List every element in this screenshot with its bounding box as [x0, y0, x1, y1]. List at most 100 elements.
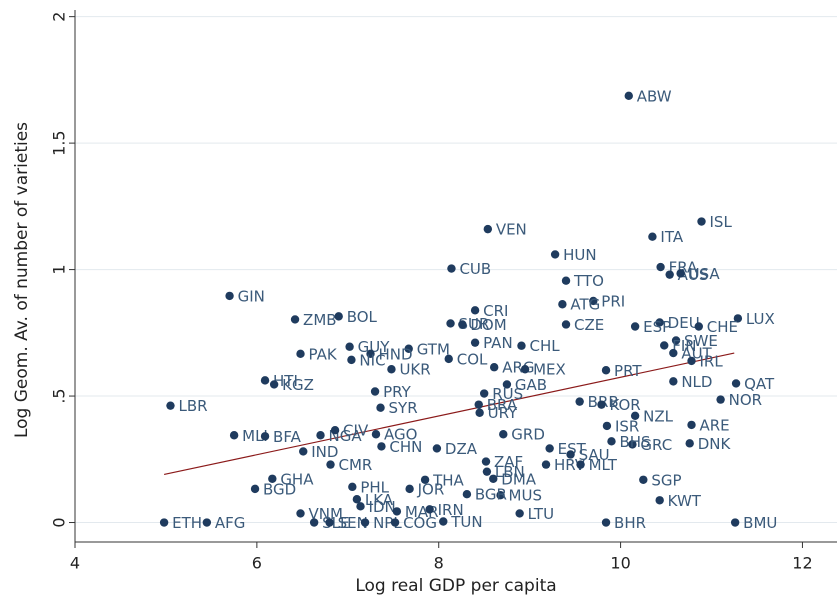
point-label: IND — [311, 443, 338, 461]
point — [541, 460, 551, 469]
point — [420, 475, 430, 484]
point — [458, 320, 467, 329]
point-label: GIN — [238, 287, 265, 305]
point — [390, 518, 400, 527]
point-label: DMA — [501, 470, 536, 488]
point — [676, 269, 685, 278]
point-label: LUX — [746, 310, 775, 328]
y-tick-label: 1.5 — [50, 130, 69, 155]
point-label: CZE — [574, 316, 604, 334]
point-label: SWE — [684, 332, 718, 350]
fit-line — [163, 352, 735, 476]
point — [630, 322, 640, 331]
point — [352, 495, 362, 504]
point-label: NLD — [681, 373, 712, 391]
point — [602, 421, 612, 431]
point-label: ATG — [570, 296, 600, 314]
point — [520, 365, 530, 374]
point — [470, 306, 480, 315]
point — [685, 439, 694, 448]
point-label: IRN — [438, 501, 464, 519]
point-label: VEN — [496, 221, 527, 239]
point — [326, 460, 335, 469]
point — [671, 336, 681, 345]
x-tick-label: 10 — [610, 554, 630, 573]
point — [296, 509, 305, 518]
point — [550, 250, 560, 259]
point-label: DNK — [698, 435, 732, 453]
point — [250, 484, 260, 494]
y-tick-label: 2 — [50, 12, 69, 22]
point — [371, 430, 381, 439]
point — [656, 262, 665, 272]
point-label: ARE — [700, 416, 730, 434]
point — [225, 291, 234, 301]
point-label: SEN — [338, 514, 368, 532]
point-label: CHE — [707, 318, 738, 336]
point — [731, 379, 741, 388]
point — [481, 457, 491, 466]
point-label: FRA — [669, 259, 698, 277]
point — [669, 377, 678, 386]
point — [316, 431, 325, 440]
point-label: PRT — [614, 362, 642, 380]
point — [561, 276, 571, 285]
point-label: AGO — [384, 426, 417, 444]
point-label: HRV — [554, 456, 586, 474]
y-tick-label: 0 — [50, 517, 69, 527]
point — [482, 467, 492, 476]
point-label: GRD — [511, 426, 545, 444]
point-label: CUB — [459, 260, 491, 278]
point — [601, 518, 611, 527]
x-tick-label: 4 — [70, 554, 80, 573]
point — [474, 400, 483, 409]
point-label: LKA — [365, 491, 394, 509]
point-label: IRL — [700, 352, 724, 370]
point — [269, 380, 279, 389]
point — [660, 341, 669, 350]
point-label: BHS — [619, 433, 650, 451]
point-label: BFA — [273, 428, 302, 446]
point-label: NZL — [643, 407, 673, 425]
point — [483, 224, 493, 234]
point-label: COG — [403, 514, 437, 532]
point-label: QAT — [744, 375, 775, 393]
point — [166, 401, 175, 410]
point — [489, 363, 499, 372]
point-label: BHR — [614, 514, 646, 532]
point-label: PAK — [309, 345, 338, 363]
point — [405, 484, 414, 494]
point-label: PRI — [601, 292, 625, 310]
y-axis-title: Log Geom. Av. of number of varieties — [12, 122, 32, 438]
point-label: ISR — [615, 417, 639, 435]
point — [687, 420, 696, 430]
point — [575, 397, 584, 406]
point — [370, 387, 380, 396]
point — [446, 319, 455, 328]
point — [515, 509, 524, 518]
point — [392, 507, 402, 516]
point — [356, 502, 365, 511]
point — [347, 355, 356, 365]
point — [628, 440, 637, 449]
point-label: CHL — [529, 337, 560, 355]
point — [345, 342, 354, 351]
point-label: UKR — [399, 361, 430, 379]
point-label: THA — [432, 471, 464, 489]
point-label: CIV — [343, 422, 369, 440]
point — [545, 444, 554, 453]
point-label: FIN — [672, 337, 696, 355]
point — [475, 408, 484, 417]
point-label: GHA — [280, 470, 314, 488]
point — [348, 482, 357, 492]
point — [309, 518, 319, 527]
point-label: KWT — [668, 492, 702, 510]
point-label: IDN — [369, 498, 396, 516]
x-tick-label: 12 — [792, 554, 812, 573]
point — [601, 366, 611, 375]
point-label: MEX — [533, 361, 566, 379]
point-label: SYR — [389, 399, 418, 417]
point-label: VNM — [309, 505, 343, 523]
point — [366, 349, 375, 359]
